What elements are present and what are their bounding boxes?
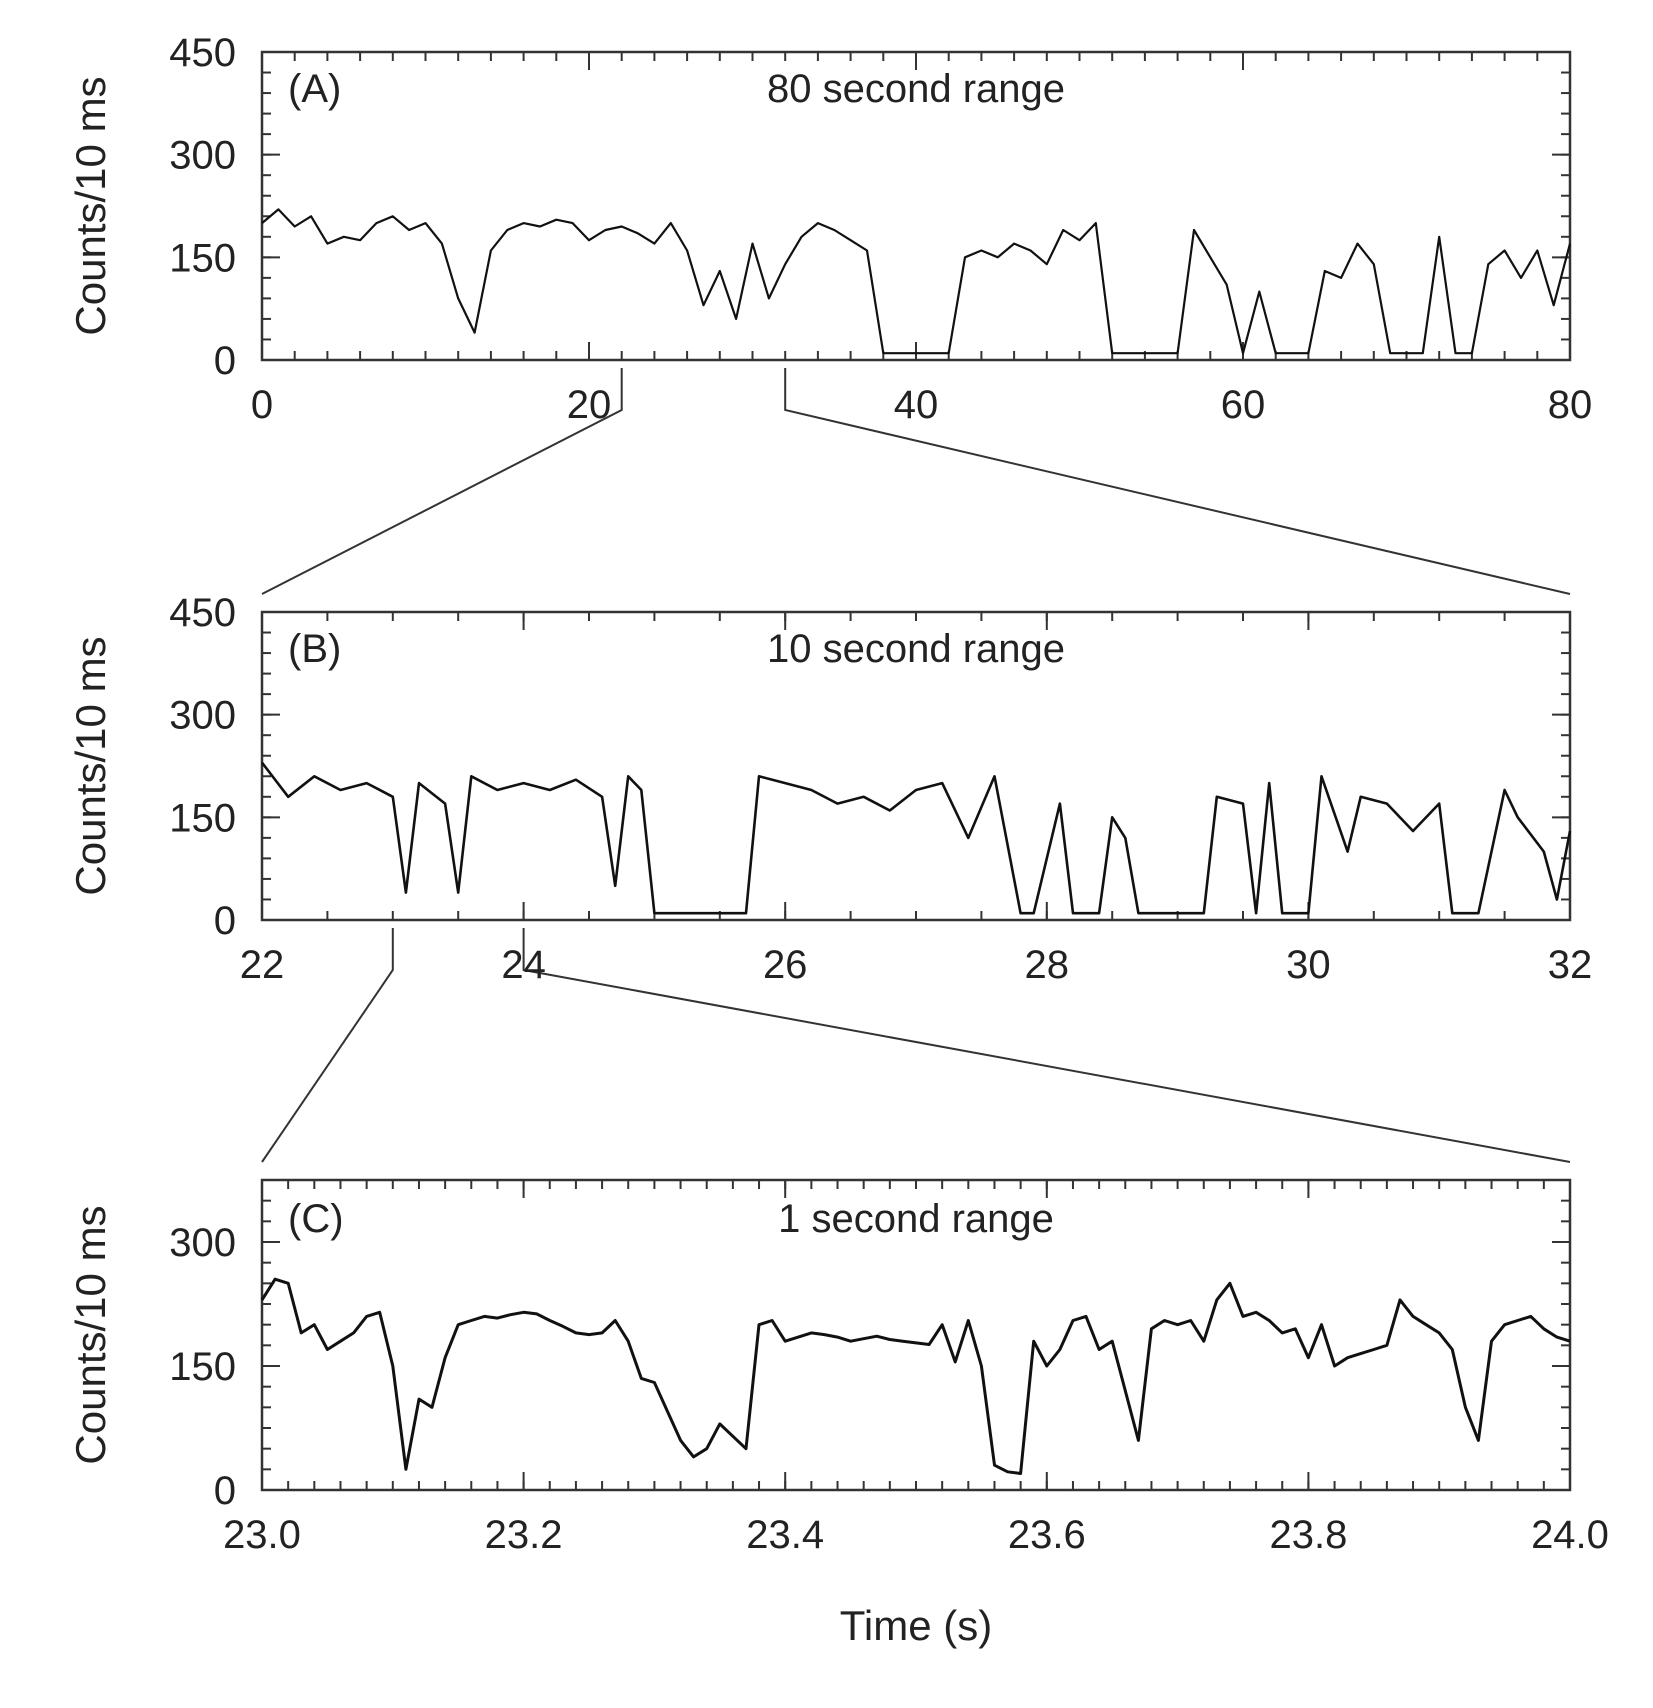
y-tick-label: 150 — [169, 1345, 236, 1389]
y-axis-label: Counts/10 ms — [67, 1205, 114, 1464]
x-axis-label: Time (s) — [840, 1602, 992, 1649]
panel-a: 0 20 40 60 80 0 150 300 450 Counts/10 ms (A) 80 sec… — [67, 31, 1592, 427]
x-tick-label: 24.0 — [1531, 1513, 1609, 1557]
x-tick-label: 60 — [1221, 383, 1266, 427]
count-trace — [260, 1277, 1571, 1475]
zoom-connector-left — [261, 368, 623, 595]
zoom-connector-right — [522, 928, 1571, 1163]
y-tick-label: 300 — [169, 1221, 236, 1265]
x-tick-label: 30 — [1286, 943, 1331, 987]
count-trace — [260, 761, 1572, 915]
zoom-connector-right — [784, 368, 1571, 595]
x-tick-label: 23.2 — [485, 1513, 563, 1557]
x-tick-label: 22 — [240, 943, 285, 987]
x-tick-label: 40 — [894, 383, 939, 427]
y-axis-label: Counts/10 ms — [67, 76, 114, 335]
x-tick-label: 23.0 — [223, 1513, 301, 1557]
x-tick-label: 80 — [1548, 383, 1593, 427]
panel-c: 23.0 23.2 23.4 23.6 23.8 24.0 0 150 300 Counts/10… — [67, 1178, 1609, 1557]
y-tick-label: 0 — [214, 1469, 236, 1513]
y-tick-label: 300 — [169, 694, 236, 738]
y-tick-label: 300 — [169, 134, 236, 178]
x-tick-label: 20 — [567, 383, 612, 427]
y-tick-label: 0 — [214, 339, 236, 383]
zoom-connectors — [261, 368, 1571, 1163]
panel-title: 80 second range — [767, 67, 1065, 111]
y-tick-label: 450 — [169, 31, 236, 75]
x-tick-label: 23.6 — [1008, 1513, 1086, 1557]
panel-title: 1 second range — [778, 1197, 1054, 1241]
zoom-connector-left — [261, 928, 394, 1163]
y-tick-label: 150 — [169, 236, 236, 280]
x-tick-label: 0 — [251, 383, 273, 427]
x-tick-label: 28 — [1025, 943, 1070, 987]
x-tick-label: 26 — [763, 943, 808, 987]
y-axis-label: Counts/10 ms — [67, 636, 114, 895]
y-tick-label: 450 — [169, 591, 236, 635]
y-tick-label: 0 — [214, 899, 236, 943]
panel-letter: (C) — [288, 1197, 344, 1241]
x-tick-label: 23.4 — [746, 1513, 824, 1557]
panel-b: 22 24 26 28 30 32 0 150 300 450 Counts/10 ms (B) 10 … — [67, 591, 1592, 987]
x-tick-label: 32 — [1548, 943, 1593, 987]
count-trace — [261, 208, 1572, 355]
panel-letter: (B) — [288, 627, 341, 671]
panel-title: 10 second range — [767, 627, 1065, 671]
panel-letter: (A) — [288, 67, 341, 111]
x-tick-label: 23.8 — [1269, 1513, 1347, 1557]
x-tick-label: 24 — [501, 943, 546, 987]
y-tick-label: 150 — [169, 796, 236, 840]
